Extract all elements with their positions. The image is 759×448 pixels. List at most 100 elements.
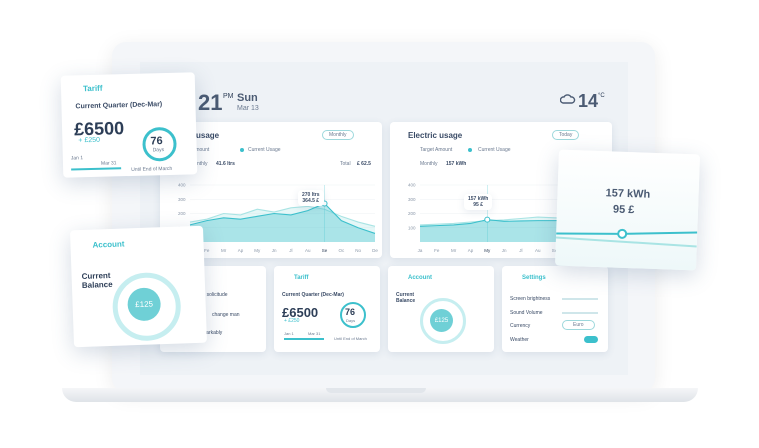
notification[interactable]: change man xyxy=(212,312,240,318)
laptop-base xyxy=(62,388,698,402)
monthly-value: 41.6 ltrs xyxy=(216,161,235,167)
temperature: 14 xyxy=(578,91,599,111)
slider[interactable] xyxy=(562,312,598,314)
x-tick-label: Ja xyxy=(418,248,423,253)
y-tick-label: 200 xyxy=(178,211,186,216)
area xyxy=(190,203,375,242)
delta: + £250 xyxy=(284,318,300,324)
quarter: Current Quarter (Dec-Mar) xyxy=(75,101,163,111)
tooltip-line: 270 ltrs xyxy=(302,192,320,198)
y-tick-label: 400 xyxy=(408,183,416,188)
x-tick-label: Jl xyxy=(519,248,522,253)
end-date: Mar 31 xyxy=(308,331,321,336)
days-label: Days xyxy=(346,318,356,323)
x-tick-label: My xyxy=(484,248,491,253)
setting: Weather xyxy=(510,337,529,343)
days-label: Days xyxy=(152,147,165,154)
trackpad-notch xyxy=(326,388,426,393)
tooltip-line: 95 £ xyxy=(473,202,484,208)
balance-ring xyxy=(420,298,466,344)
x-tick-label: Jl xyxy=(289,248,292,253)
note: Until End of March xyxy=(131,165,173,173)
area xyxy=(190,206,375,242)
tooltip-line: 157 kWh xyxy=(468,196,489,202)
legend-current: Current Usage xyxy=(248,147,281,153)
card-title: Account xyxy=(92,239,125,250)
card-title: Tariff xyxy=(82,83,103,94)
days: 76 xyxy=(345,307,356,317)
card-title: Account xyxy=(408,275,432,281)
setting: Screen brightness xyxy=(510,296,551,302)
x-tick-label: Fe xyxy=(434,248,440,253)
progress xyxy=(284,338,324,340)
card-title: Tariff xyxy=(294,275,309,281)
y-tick-label: 100 xyxy=(408,225,416,230)
period-label: Monthly xyxy=(190,161,208,167)
time: 21 xyxy=(198,90,223,115)
y-tick-label: 200 xyxy=(408,211,416,216)
day: Sun xyxy=(237,92,258,104)
x-tick-label: Au xyxy=(535,248,541,253)
y-tick-label: 400 xyxy=(178,183,186,188)
x-tick-label: Mr xyxy=(451,248,457,253)
x-tick-label: Ap xyxy=(238,248,244,253)
x-tick-label: My xyxy=(254,248,261,253)
start-date: Jan 1 xyxy=(284,331,294,336)
days: 76 xyxy=(150,135,163,148)
note: Until End of March xyxy=(334,336,367,341)
card-title: Settings xyxy=(522,275,546,281)
end-date: Mar 31 xyxy=(100,160,117,167)
monthly-value: 157 kWh xyxy=(446,161,467,167)
days-ring xyxy=(340,302,366,328)
y-tick-label: 300 xyxy=(408,197,416,202)
amount: £6500 xyxy=(282,305,319,320)
tooltip-line: 364.5 £ xyxy=(302,198,320,204)
zoom-lines xyxy=(555,228,698,248)
x-tick-label: Au xyxy=(305,248,311,253)
progress xyxy=(71,167,122,171)
start-date: Jan 1 xyxy=(70,155,84,162)
account-label: Current Balance xyxy=(396,292,416,304)
setting: Sound Volume xyxy=(510,310,543,316)
line xyxy=(189,205,376,227)
toggle[interactable] xyxy=(584,336,598,343)
highlight-point xyxy=(484,216,491,223)
currency-dropdown[interactable]: Euro xyxy=(562,320,595,330)
balance: £125 xyxy=(430,309,453,332)
floating-tariff-card: Tariff Current Quarter (Dec-Mar) £6500 +… xyxy=(60,72,198,178)
floating-account-card: Account Current Balance £125 xyxy=(69,225,208,348)
setting: Currency xyxy=(510,323,531,329)
x-tick-label: Se xyxy=(322,248,328,253)
x-tick-label: De xyxy=(372,248,378,253)
line xyxy=(189,202,376,234)
x-tick-label: Jn xyxy=(272,248,277,253)
slider[interactable] xyxy=(562,298,598,300)
weather-icon xyxy=(560,94,576,104)
x-tick-label: Se xyxy=(552,248,558,253)
legend-current: Current Usage xyxy=(478,147,511,153)
total-value: £ 62.5 xyxy=(357,161,371,167)
period-dropdown[interactable]: Today xyxy=(552,130,580,140)
floating-zoom-card: 157 kWh 95 £ xyxy=(555,149,700,271)
period-dropdown[interactable]: Monthly xyxy=(322,130,354,140)
date: Mar 13 xyxy=(237,105,259,112)
x-tick-label: Jn xyxy=(502,248,507,253)
delta: + £250 xyxy=(78,136,101,145)
y-tick-label: 300 xyxy=(178,197,186,202)
x-tick-label: Fe xyxy=(204,248,210,253)
tooltip: 157 kWh 95 £ xyxy=(464,194,493,210)
legend-dot xyxy=(468,148,472,152)
tooltip: 270 ltrs 364.5 £ xyxy=(298,190,324,206)
temperature-unit: °C xyxy=(598,93,605,99)
legend-dot xyxy=(240,148,244,152)
card-title: Electric usage xyxy=(408,131,463,140)
x-tick-label: No xyxy=(355,248,361,253)
x-tick-label: Ap xyxy=(468,248,474,253)
x-tick-label: Mr xyxy=(221,248,227,253)
card-title: usage xyxy=(196,131,220,140)
quarter: Current Quarter (Dec-Mar) xyxy=(282,292,344,298)
notification[interactable]: se solicitude xyxy=(200,292,228,298)
x-tick-label: Oc xyxy=(338,248,345,253)
period-label: Monthly xyxy=(420,161,438,167)
